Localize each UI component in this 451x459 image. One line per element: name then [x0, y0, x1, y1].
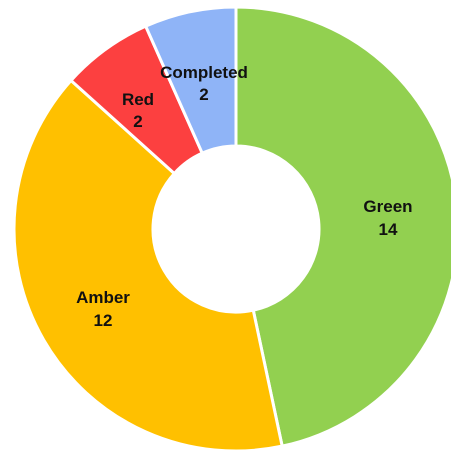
slice-green — [234, 5, 451, 448]
label-completed: Completed — [160, 63, 248, 82]
label-amber: Amber — [76, 288, 130, 307]
slice-completed — [143, 5, 238, 156]
value-green: 14 — [379, 220, 398, 239]
label-red: Red — [122, 90, 154, 109]
value-amber: 12 — [94, 311, 113, 330]
labels-group: Green 14 Amber 12 Red 2 Completed 2 — [76, 63, 413, 330]
label-green: Green — [363, 197, 412, 216]
value-completed: 2 — [199, 85, 208, 104]
slice-amber — [12, 78, 284, 453]
value-red: 2 — [133, 112, 142, 131]
slices-group — [12, 5, 451, 453]
